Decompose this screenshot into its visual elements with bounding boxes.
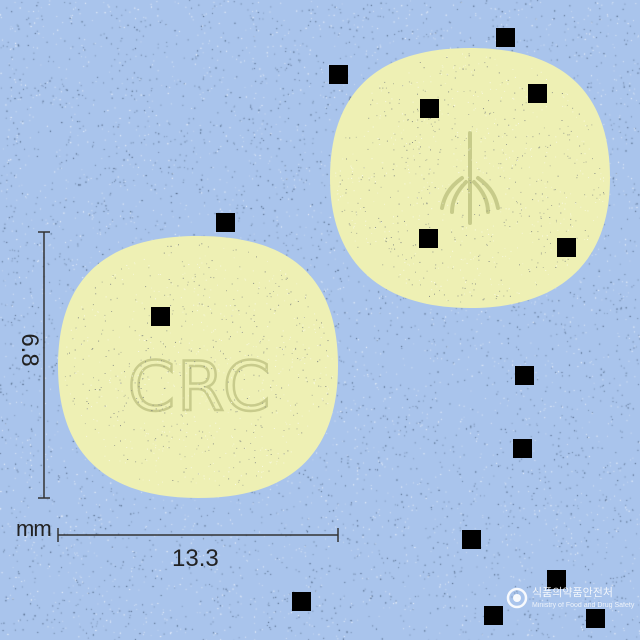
tablet-back bbox=[330, 48, 610, 308]
height-label: 6.8 bbox=[16, 333, 43, 367]
watermark-text: 식품의약품안전처 bbox=[532, 587, 613, 599]
ministry-logo-icon bbox=[506, 587, 528, 609]
tablet-front-body bbox=[58, 236, 338, 498]
width-measure-line bbox=[57, 528, 339, 542]
height-measure-line bbox=[38, 231, 50, 499]
black-square-artifacts bbox=[151, 28, 605, 628]
tablet-back-imprint bbox=[440, 131, 500, 225]
unit-label: mm bbox=[16, 516, 52, 541]
tablet-front: CRC bbox=[58, 236, 338, 498]
ministry-watermark: 식품의약품안전처 Ministry of Food and Drug Safet… bbox=[506, 584, 634, 618]
width-label: 13.3 bbox=[172, 545, 219, 572]
watermark-subtext: Ministry of Food and Drug Safety bbox=[532, 602, 635, 609]
tablet-front-imprint: CRC bbox=[128, 348, 273, 427]
